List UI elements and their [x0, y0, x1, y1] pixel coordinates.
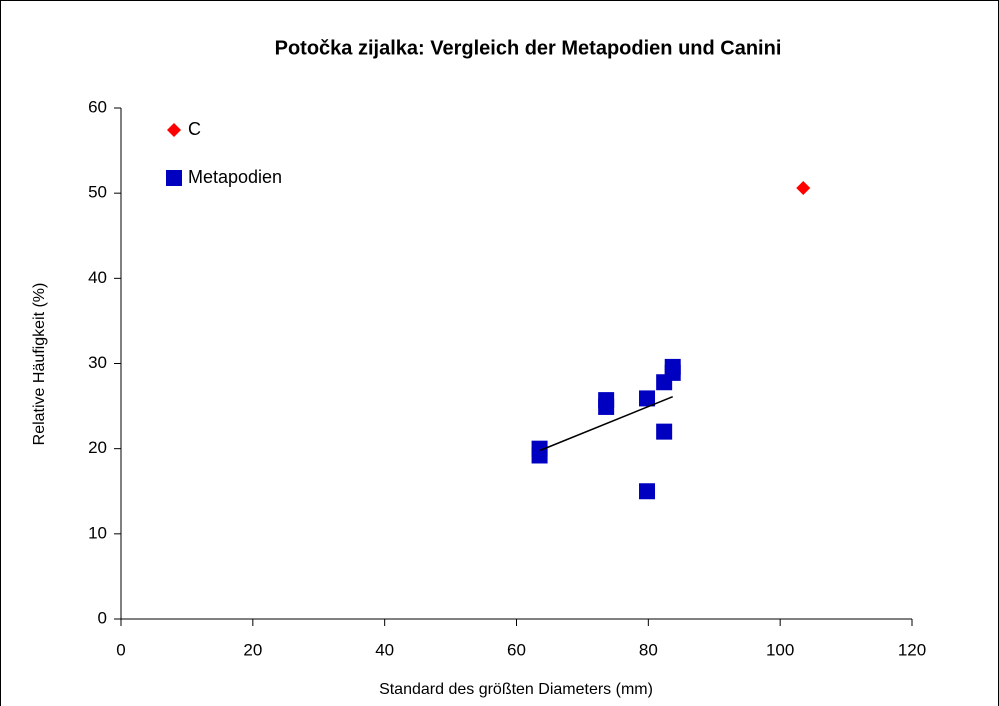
point: [796, 181, 811, 196]
x-tick-label: 80: [639, 640, 658, 659]
y-tick-label: 30: [88, 353, 107, 372]
x-tick-label: 100: [766, 640, 794, 659]
point: [656, 423, 673, 440]
y-tick-label: 60: [88, 97, 107, 116]
x-tick-label: 120: [898, 640, 926, 659]
point: [531, 440, 548, 457]
point: [598, 392, 615, 409]
x-tick-label: 40: [375, 640, 394, 659]
y-tick-label: 10: [88, 523, 107, 542]
y-axis-label: Relative Häufigkeit (%): [31, 283, 48, 446]
y-tick-label: 0: [98, 608, 107, 627]
trendline: [539, 396, 674, 452]
y-tick-label: 40: [88, 268, 107, 287]
legend-marker: [166, 170, 182, 186]
chart-title: Potočka zijalka: Vergleich der Metapodie…: [275, 37, 782, 59]
x-tick-label: 60: [507, 640, 526, 659]
x-tick-label: 0: [116, 640, 125, 659]
legend-marker: [167, 123, 181, 137]
point: [639, 390, 656, 407]
legend-label: C: [188, 119, 201, 139]
point: [664, 358, 681, 375]
x-axis-label: Standard des größten Diameters (mm): [379, 681, 653, 698]
y-tick-label: 50: [88, 183, 107, 202]
legend-label: Metapodien: [188, 167, 282, 187]
point: [639, 483, 656, 500]
y-tick-label: 20: [88, 438, 107, 457]
x-tick-label: 20: [243, 640, 262, 659]
